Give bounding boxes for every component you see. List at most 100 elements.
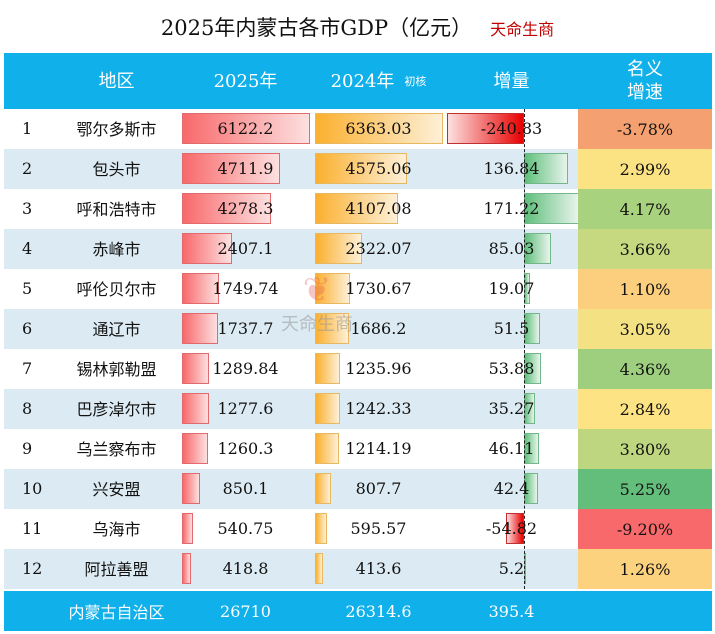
value-2025: 1289.84	[212, 358, 279, 378]
value-2024: 1242.33	[345, 398, 412, 418]
bar-delta	[506, 513, 524, 544]
bar-delta	[524, 153, 568, 184]
header-2024-label: 2024年	[330, 70, 395, 92]
value-2025: 4278.3	[217, 198, 274, 218]
bar-2025	[182, 553, 191, 584]
bar-2024	[315, 513, 327, 544]
table-row: 7 锡林郭勒盟 1289.84 1235.96 53.88 4.36%	[4, 349, 712, 389]
value-delta: -54.82	[485, 518, 538, 538]
region-name: 呼伦贝尔市	[76, 280, 157, 299]
value-2025: 418.8	[222, 558, 269, 578]
rank: 8	[22, 398, 33, 418]
value-rate: 2.99%	[578, 149, 712, 189]
region-name: 鄂尔多斯市	[76, 120, 157, 139]
value-2025: 4711.9	[217, 158, 274, 178]
region-name: 阿拉善盟	[84, 560, 149, 579]
rank: 3	[22, 198, 33, 218]
table-header: 地区 2025年 2024年 初核 增量 名义 增速	[4, 53, 712, 109]
rank: 1	[22, 118, 33, 138]
bar-2025	[182, 473, 200, 504]
title-text: 2025年内蒙古各市GDP（亿元）	[160, 16, 473, 40]
value-2024: 4107.08	[345, 198, 412, 218]
region-name: 乌海市	[92, 520, 141, 539]
header-rate-line2: 增速	[627, 82, 663, 103]
value-rate: 5.25%	[578, 469, 712, 509]
total-delta: 395.4	[488, 601, 535, 621]
value-delta: 171.22	[483, 198, 540, 218]
table-body: 1 鄂尔多斯市 6122.2 6363.03 -240.83 -3.78% 2 …	[4, 109, 712, 589]
value-2025: 850.1	[222, 478, 269, 498]
delta-zero-axis	[524, 109, 525, 589]
total-row: 内蒙古自治区 26710 26314.6 395.4	[4, 591, 712, 631]
bar-2024	[315, 193, 398, 224]
table-row: 9 乌兰察布市 1260.3 1214.19 46.11 3.80%	[4, 429, 712, 469]
value-delta: 51.5	[493, 318, 530, 338]
bar-2024	[315, 353, 340, 384]
value-2024: 4575.06	[345, 158, 412, 178]
value-2024: 1214.19	[345, 438, 412, 458]
total-name: 内蒙古自治区	[68, 603, 165, 622]
bar-2024	[315, 553, 324, 584]
header-2025: 2025年	[213, 70, 278, 92]
bar-2024	[315, 113, 443, 144]
value-2025: 1277.6	[217, 398, 274, 418]
value-2024: 413.6	[355, 558, 402, 578]
header-delta: 增量	[493, 70, 530, 92]
value-delta: 19.07	[488, 278, 535, 298]
phoenix-logo-icon: ❦	[302, 270, 332, 310]
table-row: 1 鄂尔多斯市 6122.2 6363.03 -240.83 -3.78%	[4, 109, 712, 149]
bar-delta	[446, 113, 524, 144]
rank: 9	[22, 438, 33, 458]
value-2025: 6122.2	[217, 118, 274, 138]
value-2024: 595.57	[350, 518, 407, 538]
region-name: 乌兰察布市	[76, 440, 157, 459]
bar-2025	[182, 273, 219, 304]
header-2024-note: 初核	[404, 74, 427, 88]
value-2024: 807.7	[355, 478, 402, 498]
bar-2024	[315, 393, 340, 424]
value-2024: 1730.67	[345, 278, 412, 298]
bar-2025	[182, 113, 310, 144]
bar-2024	[315, 233, 362, 264]
total-2025: 26710	[220, 601, 271, 621]
bar-2025	[182, 233, 233, 264]
bar-2024	[315, 473, 332, 504]
value-2024: 6363.03	[345, 118, 412, 138]
table-row: 6 通辽市 1737.7 1686.2 51.5 3.05%	[4, 309, 712, 349]
value-rate: 4.36%	[578, 349, 712, 389]
value-rate: -9.20%	[578, 509, 712, 549]
value-delta: 5.2	[498, 558, 525, 578]
page-title: 2025年内蒙古各市GDP（亿元） 天命生商	[0, 12, 715, 42]
table-row: 5 呼伦贝尔市 1749.74 1730.67 19.07 1.10%	[4, 269, 712, 309]
region-name: 兴安盟	[92, 480, 141, 499]
value-rate: 3.80%	[578, 429, 712, 469]
bar-2025	[182, 193, 272, 224]
rank: 5	[22, 278, 33, 298]
header-2024: 2024年 初核	[312, 53, 445, 109]
bar-2025	[182, 433, 209, 464]
value-2024: 2322.07	[345, 238, 412, 258]
bar-2024	[315, 433, 340, 464]
rank: 2	[22, 158, 33, 178]
watermark-text: 天命生商	[281, 314, 353, 335]
table-row: 2 包头市 4711.9 4575.06 136.84 2.99%	[4, 149, 712, 189]
value-2025: 540.75	[217, 518, 274, 538]
bar-2024	[315, 153, 407, 184]
header-region: 地区	[98, 70, 135, 92]
value-rate: -3.78%	[578, 109, 712, 149]
table-row: 8 巴彦淖尔市 1277.6 1242.33 35.27 2.84%	[4, 389, 712, 429]
region-name: 巴彦淖尔市	[76, 400, 157, 419]
bar-2024	[315, 313, 349, 344]
value-delta: -240.83	[480, 118, 543, 138]
value-rate: 1.10%	[578, 269, 712, 309]
value-delta: 35.27	[488, 398, 535, 418]
header-rate-line1: 名义	[627, 59, 663, 80]
value-rate: 2.84%	[578, 389, 712, 429]
bar-2025	[182, 353, 209, 384]
value-rate: 3.66%	[578, 229, 712, 269]
bar-2025	[182, 393, 209, 424]
value-delta: 136.84	[483, 158, 540, 178]
bar-2024	[315, 273, 350, 304]
value-2024: 1235.96	[345, 358, 412, 378]
region-name: 赤峰市	[92, 240, 141, 259]
